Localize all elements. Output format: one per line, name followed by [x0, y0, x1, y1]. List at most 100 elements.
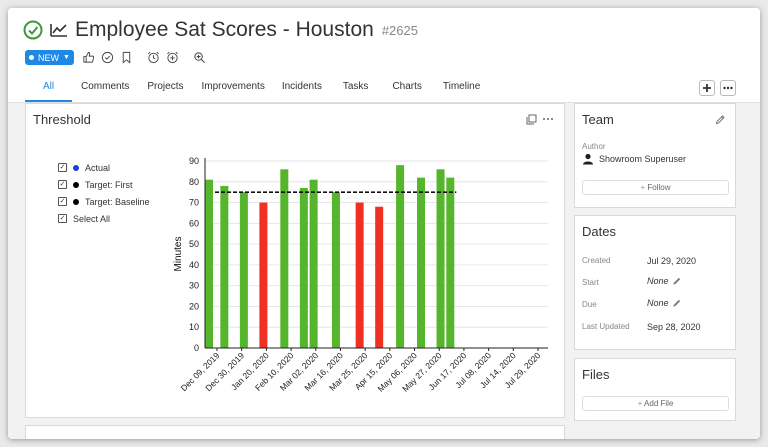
bookmark-icon[interactable] [120, 51, 133, 64]
legend-label: Target: First [85, 179, 133, 190]
tab-all[interactable]: All [25, 78, 72, 102]
record-number: #2625 [381, 22, 418, 38]
tab-charts[interactable]: Charts [392, 81, 422, 92]
y-tick-label: 70 [189, 198, 199, 208]
legend-item-actual[interactable]: ✓ Actual [58, 159, 150, 176]
checkbox-icon: ✓ [58, 180, 67, 189]
files-title: Files [582, 367, 610, 382]
select-all-checkbox[interactable]: ✓ Select All [58, 210, 150, 227]
start-field[interactable]: None [647, 276, 682, 286]
y-tick-label: 80 [189, 177, 199, 187]
y-tick-label: 50 [189, 239, 199, 249]
more-button[interactable] [720, 80, 736, 96]
app-content: Employee Sat Scores - Houston #2625 NEW … [8, 8, 760, 439]
team-title: Team [582, 112, 614, 127]
chart-bar [220, 185, 229, 348]
y-tick-label: 30 [189, 281, 199, 291]
chevron-down-icon: ▼ [63, 54, 70, 61]
legend-dot-icon [73, 164, 79, 171]
last-updated-label: Last Updated [582, 322, 630, 331]
more-icon [723, 86, 733, 90]
chart-bar [239, 192, 248, 348]
action-toolbar: NEW ▼ [25, 50, 206, 65]
y-tick-label: 20 [189, 301, 199, 311]
checkbox-icon: ✓ [58, 197, 67, 206]
tab-timeline[interactable]: Timeline [442, 81, 481, 92]
zoom-icon[interactable] [193, 51, 206, 64]
checkbox-icon: ✓ [58, 163, 67, 172]
due-label: Due [582, 300, 597, 309]
status-dot-icon [29, 55, 34, 60]
chart-bar [299, 188, 308, 348]
check-circle-icon [23, 20, 43, 40]
y-tick-label: 10 [189, 322, 199, 332]
checkbox-icon: ✓ [58, 214, 67, 223]
window-frame: Employee Sat Scores - Houston #2625 NEW … [8, 8, 760, 439]
author-name: Showroom Superuser [599, 154, 687, 164]
next-panel-edge [25, 425, 565, 439]
chart-bar [331, 192, 340, 348]
tab-incidents[interactable]: Incidents [281, 81, 322, 92]
legend-item-target-first[interactable]: ✓ Target: First [58, 176, 150, 193]
threshold-title: Threshold [33, 112, 91, 127]
page-title: Employee Sat Scores - Houston [75, 18, 374, 41]
start-value: None [647, 276, 669, 286]
alarm-add-icon[interactable] [166, 51, 179, 64]
tab-bar: All Comments Projects Improvements Incid… [25, 78, 489, 102]
due-field[interactable]: None [647, 298, 682, 308]
start-label: Start [582, 278, 599, 287]
tab-projects[interactable]: Projects [147, 81, 184, 92]
due-value: None [647, 298, 669, 308]
add-button[interactable] [699, 80, 715, 96]
chart-bar [446, 177, 455, 348]
chart-bar [309, 179, 318, 348]
chart-bar [355, 202, 364, 348]
chart-bar [417, 177, 426, 348]
user-icon [583, 153, 593, 165]
tab-tasks[interactable]: Tasks [342, 81, 369, 92]
legend-dot-icon [73, 181, 79, 188]
author-row: Showroom Superuser [582, 153, 686, 165]
check-icon[interactable] [101, 51, 114, 64]
y-tick-label: 90 [189, 156, 199, 166]
legend-label: Actual [85, 162, 111, 173]
legend-label: Target: Baseline [85, 196, 150, 207]
legend-dot-icon [73, 198, 79, 205]
chart-bar [436, 169, 445, 348]
status-dropdown[interactable]: NEW ▼ [25, 50, 74, 65]
created-value: Jul 29, 2020 [647, 256, 697, 266]
trend-line-icon [50, 24, 67, 37]
last-updated-value: Sep 28, 2020 [647, 322, 701, 332]
follow-button[interactable]: + Follow [582, 180, 729, 195]
chart-bar [280, 169, 289, 348]
add-file-button[interactable]: + Add File [582, 396, 729, 411]
thumbs-up-icon[interactable] [82, 51, 95, 64]
y-axis-label: Minutes [173, 236, 184, 271]
author-label: Author [582, 142, 606, 151]
tab-improvements[interactable]: Improvements [201, 81, 265, 92]
threshold-panel: Threshold ✓ Actual ✓ Target: First ✓ Tar… [25, 103, 565, 418]
chart-legend: ✓ Actual ✓ Target: First ✓ Target: Basel… [58, 159, 150, 227]
created-label: Created [582, 256, 611, 265]
pencil-icon[interactable] [715, 114, 726, 125]
tab-comments[interactable]: Comments [81, 81, 130, 92]
dates-panel: Dates Created Jul 29, 2020 Start None Du… [574, 215, 736, 350]
alarm-clock-icon[interactable] [147, 51, 160, 64]
add-file-label: Add File [644, 399, 674, 408]
pencil-icon [672, 277, 680, 285]
y-tick-label: 40 [189, 260, 199, 270]
title-row: Employee Sat Scores - Houston #2625 [23, 18, 418, 42]
plus-icon [703, 84, 711, 92]
chart-bar [375, 206, 384, 348]
copy-icon[interactable] [526, 114, 537, 125]
chart-bar [259, 202, 268, 348]
files-panel: Files + Add File [574, 358, 736, 421]
dates-title: Dates [582, 224, 616, 239]
chart-bar [205, 179, 213, 348]
page-header: Employee Sat Scores - Houston #2625 NEW … [8, 8, 760, 103]
panel-more-icon[interactable] [542, 114, 554, 125]
pencil-icon [672, 299, 680, 307]
select-all-label: Select All [73, 213, 111, 224]
legend-item-target-baseline[interactable]: ✓ Target: Baseline [58, 193, 150, 210]
